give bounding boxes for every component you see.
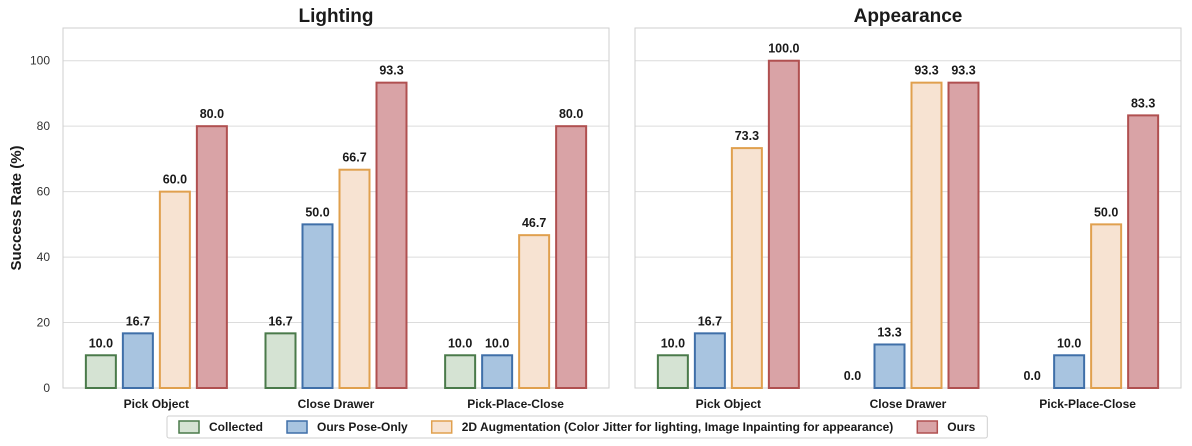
data-label: 50.0: [1094, 205, 1118, 219]
chart-panel-appearance: Appearance Pick Object 10.0 16.7 73.3 100.0 Cl…: [634, 6, 1182, 411]
legend-swatch-ours-pose-only: [286, 420, 308, 434]
legend-swatch-collected: [178, 420, 200, 434]
x-tick-label: Close Drawer: [298, 397, 375, 411]
bar-collected-close-drawer: [264, 332, 297, 390]
data-label: 10.0: [1057, 336, 1081, 350]
bar-ours-pick-place-close: [555, 125, 588, 389]
x-tick-label: Pick Object: [124, 397, 189, 411]
legend-swatch-2d-augmentation-color-ji: [430, 420, 453, 434]
bar-2d-augmentation-color-ji-close-drawer: [338, 168, 371, 389]
legend-label: Ours: [947, 420, 975, 434]
x-tick-label: Close Drawer: [870, 397, 947, 411]
data-label: 16.7: [268, 314, 292, 328]
bar-2d-augmentation-color-ji-pick-place-close: [1090, 223, 1123, 389]
legend-label: Ours Pose-Only: [317, 420, 408, 434]
legend-label: Collected: [209, 420, 263, 434]
y-tick-label: 0: [43, 381, 50, 395]
data-label: 100.0: [768, 42, 799, 56]
y-axis-label: Success Rate (%): [8, 145, 25, 270]
legend-frame: [166, 415, 988, 439]
data-label: 80.0: [559, 107, 583, 121]
y-tick-label: 80: [37, 119, 51, 133]
data-label: 16.7: [126, 314, 150, 328]
data-label: 60.0: [163, 173, 187, 187]
bar-2d-augmentation-color-ji-pick-object: [158, 190, 191, 389]
x-tick-label: Pick-Place-Close: [467, 397, 564, 411]
bar-ours-pose-only-pick-place-close: [481, 354, 514, 390]
legend-label: 2D Augmentation (Color Jitter for lighti…: [462, 420, 894, 434]
data-label: 46.7: [522, 216, 546, 230]
plot-frame: [634, 27, 1182, 389]
data-label: 73.3: [735, 129, 759, 143]
data-label: 93.3: [914, 64, 938, 78]
bar-2d-augmentation-color-ji-pick-place-close: [518, 234, 551, 389]
y-tick-label: 20: [37, 316, 51, 330]
bar-collected-pick-place-close: [444, 354, 477, 390]
y-tick-label: 60: [37, 185, 51, 199]
bar-ours-pose-only-close-drawer: [301, 223, 334, 389]
data-label: 83.3: [1131, 96, 1155, 110]
legend-swatch-ours: [916, 420, 939, 434]
chart-panel-lighting: Lighting 0 20 40 60 80 100 Success Rate (%) Pick…: [8, 6, 610, 411]
data-label: 10.0: [485, 336, 509, 350]
bar-ours-close-drawer: [375, 81, 408, 390]
bar-ours-pose-only-close-drawer: [873, 343, 906, 389]
x-tick-label: Pick-Place-Close: [1039, 397, 1136, 411]
bar-ours-pick-place-close: [1127, 114, 1160, 390]
bar-ours-pick-object: [195, 125, 228, 389]
bar-collected-pick-object: [656, 354, 689, 390]
data-label: 66.7: [342, 151, 366, 165]
bar-ours-pick-object: [767, 59, 800, 390]
data-label: 13.3: [877, 325, 901, 339]
plot-frame: [62, 27, 610, 389]
bar-2d-augmentation-color-ji-close-drawer: [910, 81, 943, 390]
y-tick-label: 40: [37, 250, 51, 264]
data-label: 0.0: [844, 369, 861, 383]
bar-ours-close-drawer: [947, 81, 980, 390]
x-tick-label: Pick Object: [696, 397, 761, 411]
data-label: 93.3: [379, 64, 403, 78]
data-label: 16.7: [698, 314, 722, 328]
bar-ours-pose-only-pick-object: [693, 332, 726, 390]
bar-collected-pick-object: [84, 354, 117, 390]
data-label: 10.0: [89, 336, 113, 350]
data-label: 0.0: [1023, 369, 1040, 383]
y-tick-label: 100: [30, 54, 50, 68]
data-label: 10.0: [661, 336, 685, 350]
legend: Collected Ours Pose-Only 2D Augmentation (…: [166, 415, 988, 439]
chart-title: Appearance: [854, 6, 963, 27]
data-label: 93.3: [951, 64, 975, 78]
bar-ours-pose-only-pick-object: [121, 332, 154, 390]
data-label: 10.0: [448, 336, 472, 350]
chart-title: Lighting: [299, 6, 374, 27]
bar-2d-augmentation-color-ji-pick-object: [730, 147, 763, 389]
data-label: 80.0: [200, 107, 224, 121]
bar-ours-pose-only-pick-place-close: [1053, 354, 1086, 390]
data-label: 50.0: [305, 205, 329, 219]
